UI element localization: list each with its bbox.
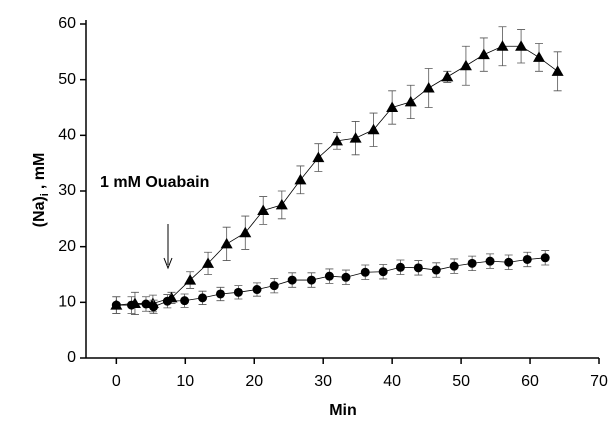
triangle-marker <box>459 59 472 71</box>
circle-marker <box>449 261 459 271</box>
circle-marker <box>215 289 225 299</box>
triangle-marker <box>257 204 270 215</box>
circle-marker <box>127 300 137 310</box>
triangle-marker <box>220 237 233 249</box>
x-tick-label: 50 <box>452 373 470 390</box>
circle-marker <box>485 256 495 266</box>
triangle-marker <box>496 40 509 51</box>
triangle-marker <box>367 123 380 135</box>
circle-marker <box>198 293 208 303</box>
circle-marker <box>162 296 172 306</box>
circle-marker <box>269 281 279 291</box>
y-axis-title: (Na)i , mM <box>31 153 51 228</box>
circle-marker <box>180 296 190 306</box>
triangle-marker <box>422 82 435 93</box>
x-tick-label: 40 <box>383 373 401 390</box>
y-tick-label: 30 <box>58 182 76 199</box>
annotation-arrow <box>163 224 173 270</box>
circle-marker <box>252 285 262 295</box>
y-tick-label: 50 <box>58 71 76 88</box>
y-tick-label: 0 <box>67 349 76 366</box>
circle-marker <box>395 262 405 272</box>
circle-marker <box>141 299 151 309</box>
triangle-marker <box>275 198 288 210</box>
annotation: 1 mM Ouabain <box>100 174 209 191</box>
y-title-rest: , mM <box>31 153 48 189</box>
triangle-marker <box>533 51 546 62</box>
y-tick-label: 40 <box>58 127 76 144</box>
circle-marker <box>360 267 370 277</box>
circle-marker <box>341 272 351 282</box>
x-tick-label: 0 <box>112 373 121 390</box>
circle-marker <box>324 271 334 281</box>
triangle-marker <box>312 151 325 163</box>
circle-marker <box>233 287 243 297</box>
circle-marker <box>467 258 477 268</box>
y-title-sub: i <box>39 193 51 196</box>
circle-marker <box>522 254 532 264</box>
triangle-marker <box>239 226 252 238</box>
y-tick-label: 20 <box>58 238 76 255</box>
circle-marker <box>306 275 316 285</box>
x-tick-label: 70 <box>590 373 608 390</box>
triangle-marker <box>404 95 417 107</box>
triangle-marker <box>386 101 399 112</box>
y-tick-label: 60 <box>58 15 76 32</box>
x-tick-label: 30 <box>314 373 332 390</box>
x-tick-label: 10 <box>176 373 194 390</box>
y-title-main: (Na) <box>31 196 48 227</box>
triangle-marker <box>330 134 343 146</box>
triangle-marker <box>515 40 528 51</box>
triangle-marker <box>349 132 362 143</box>
circle-marker <box>540 253 550 263</box>
y-tick-label: 10 <box>58 294 76 311</box>
circle-marker <box>378 267 388 277</box>
triangle-marker <box>441 70 454 82</box>
circle-marker <box>504 257 514 267</box>
x-axis-title: Min <box>329 402 357 419</box>
circle-marker <box>413 263 423 273</box>
triangle-marker <box>477 48 490 60</box>
x-tick-label: 60 <box>521 373 539 390</box>
circle-marker <box>149 302 159 312</box>
triangle-marker <box>551 65 564 76</box>
triangle-marker <box>184 274 197 285</box>
triangle-marker <box>202 257 215 268</box>
triangle-marker <box>294 173 307 185</box>
circle-marker <box>431 265 441 275</box>
circle-marker <box>111 300 121 310</box>
x-tick-label: 20 <box>245 373 263 390</box>
circle-marker <box>287 275 297 285</box>
